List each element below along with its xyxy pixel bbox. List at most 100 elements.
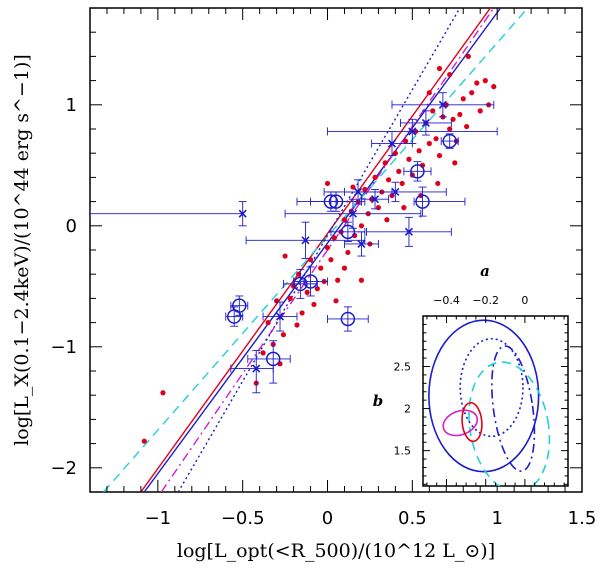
red-point [382,160,388,166]
blue-markers-series [90,92,498,394]
red-point [385,177,392,183]
red-point [333,298,339,304]
red-point [399,180,405,187]
inset-x-label: a [480,262,490,280]
inset-plot: −0.4 −0.2 0 1.5 2 2.5 a b [373,262,569,487]
red-point [465,53,471,60]
x-tick-label: 1.5 [568,508,597,529]
circle-marker [340,224,356,240]
red-point [324,244,331,251]
red-point [396,168,402,174]
cross-marker [301,236,310,245]
y-tick-label: −2 [50,458,77,479]
red-point [358,277,365,283]
red-point [328,257,334,263]
fit-line-blue [143,8,502,492]
cross-marker [408,127,417,136]
red-point [311,301,317,308]
red-point [318,265,324,271]
y-tick-label: −1 [50,337,77,358]
inset-ticks: −0.4 −0.2 0 1.5 2 2.5 [394,294,568,486]
red-point [307,257,314,263]
cross-marker [238,209,247,218]
red-point [436,65,443,72]
red-point [433,136,439,142]
inset-ellipse [461,401,483,443]
red-point [141,438,147,444]
red-point [491,84,497,90]
inset-y-tick-label: 1.5 [394,445,412,458]
red-point [265,320,271,326]
y-axis-label: log[L_X(0.1−2.4keV)/(10^44 erg s^−1)] [11,54,33,446]
y-axis-ticks: −2 −1 0 1 [50,31,582,493]
red-point [282,253,288,259]
inset-ellipses [428,319,551,486]
circle-marker [415,194,430,209]
y-tick-label: 0 [66,216,77,237]
red-point [280,332,287,338]
inset-ellipse [468,361,551,486]
red-point [401,205,407,211]
red-point [447,126,453,132]
circle-marker [340,311,356,327]
red-point [430,108,436,114]
red-point [260,350,266,356]
red-point [460,96,466,102]
circle-marker [226,309,242,324]
cross-marker [387,139,397,148]
cross-marker [275,312,285,321]
red-point [350,184,356,190]
red-point [324,180,331,187]
x-tick-label: 1 [491,508,502,529]
red-point [299,310,305,316]
red-point [362,186,368,193]
red-point [436,153,443,159]
inset-x-tick-label: −0.4 [433,294,460,307]
red-point [384,217,390,223]
red-point [341,217,348,223]
inset-ellipse [428,319,540,473]
y-tick-label: 1 [66,95,77,116]
red-point [477,108,483,114]
red-point [482,78,488,84]
inset-background [422,315,569,487]
red-point [314,286,320,292]
cross-marker [438,100,447,109]
red-point [345,249,351,256]
red-point [464,123,470,130]
x-tick-label: 0.5 [398,508,427,529]
red-point [435,180,441,187]
cross-marker [370,195,380,204]
main-plot-area: −1 −0.5 0 0.5 1 1.5 −2 −1 0 1 [50,7,597,529]
red-point [372,174,378,180]
red-point [294,322,300,328]
red-point [341,265,348,271]
circle-marker [442,133,457,149]
inset-x-tick-label: 0 [521,294,528,307]
x-tick-label: −1 [145,508,172,529]
red-point [304,289,310,295]
red-points-series [141,53,497,444]
red-point [160,390,166,396]
red-point [335,277,341,283]
red-point [474,80,480,86]
x-axis-label: log[L_opt(<R_500)/(10^12 L_⊙)] [177,540,495,562]
cross-marker [404,227,414,236]
inset-ellipse [491,345,536,472]
red-point [426,90,432,96]
red-point [469,90,475,96]
red-point [426,140,432,147]
red-point [457,111,463,118]
red-point [406,156,412,162]
fit-line-blue-dotted [177,8,461,492]
cross-marker [348,209,358,218]
x-axis-ticks: −1 −0.5 0 0.5 1 1.5 [106,8,597,529]
inset-y-tick-label: 2.5 [394,360,412,373]
inset-y-tick-label: 2 [404,403,411,416]
cross-marker [252,364,261,373]
inset-y-label: b [373,392,384,410]
circle-marker [303,274,318,289]
circle-marker [328,194,344,209]
red-point [358,223,365,229]
